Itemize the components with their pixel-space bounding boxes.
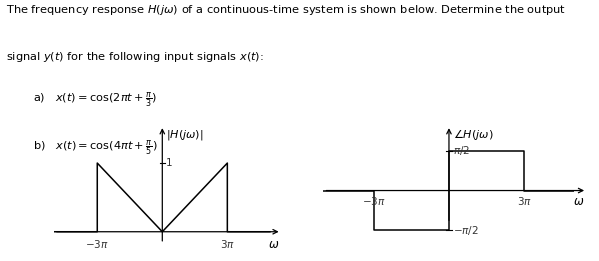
Text: $\angle H(j\omega)$: $\angle H(j\omega)$	[453, 127, 494, 142]
Text: signal $y(t)$ for the following input signals $x(t)$:: signal $y(t)$ for the following input si…	[6, 50, 264, 64]
Text: $-3\pi$: $-3\pi$	[86, 238, 109, 250]
Text: b)   $x(t) = \cos(4\pi t + \frac{\pi}{5})$: b) $x(t) = \cos(4\pi t + \frac{\pi}{5})$	[33, 138, 158, 157]
Text: $3\pi$: $3\pi$	[220, 238, 235, 250]
Text: $-\pi/2$: $-\pi/2$	[453, 224, 479, 236]
Text: $\omega$: $\omega$	[268, 238, 279, 251]
Text: $-3\pi$: $-3\pi$	[362, 195, 386, 207]
Text: a)   $x(t) = \cos(2\pi t + \frac{\pi}{3})$: a) $x(t) = \cos(2\pi t + \frac{\pi}{3})$	[33, 90, 158, 109]
Text: 1: 1	[166, 158, 173, 168]
Text: $\pi/2$: $\pi/2$	[453, 145, 470, 157]
Text: The frequency response $H(j\omega)$ of a continuous-time system is shown below. : The frequency response $H(j\omega)$ of a…	[6, 3, 566, 16]
Text: $\omega$: $\omega$	[573, 195, 584, 208]
Text: $3\pi$: $3\pi$	[517, 195, 532, 207]
Text: $|H(j\omega)|$: $|H(j\omega)|$	[166, 128, 204, 143]
